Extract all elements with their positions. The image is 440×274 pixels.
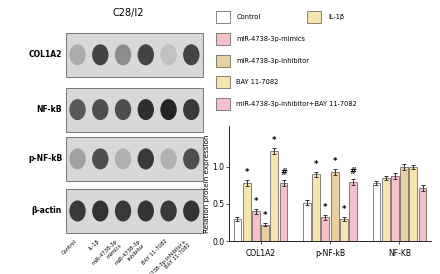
Text: miR-4738-3p-inhibitor: miR-4738-3p-inhibitor xyxy=(236,58,309,64)
Text: miR-4738-3p-inhibitor+BAY 11-7082: miR-4738-3p-inhibitor+BAY 11-7082 xyxy=(236,101,357,107)
Bar xyxy=(216,76,230,88)
Bar xyxy=(66,189,203,233)
Text: Control: Control xyxy=(61,238,77,255)
Text: β-actin: β-actin xyxy=(32,207,62,215)
Ellipse shape xyxy=(138,149,154,169)
Bar xyxy=(303,202,311,241)
Ellipse shape xyxy=(92,44,109,65)
Text: *: * xyxy=(323,203,328,212)
Bar xyxy=(373,183,380,241)
Ellipse shape xyxy=(115,99,131,120)
Text: #: # xyxy=(280,168,287,177)
Bar xyxy=(216,33,230,45)
Text: miR-4738-3p-inhibitor+
BAY 11-7082: miR-4738-3p-inhibitor+ BAY 11-7082 xyxy=(139,238,191,274)
Text: miR-4738-3p
inhibitor: miR-4738-3p inhibitor xyxy=(114,238,146,270)
Ellipse shape xyxy=(160,201,177,221)
Text: IL-1β: IL-1β xyxy=(328,14,344,20)
Text: Control: Control xyxy=(236,14,260,20)
Text: *: * xyxy=(272,136,277,145)
Bar xyxy=(280,183,287,241)
Bar xyxy=(331,172,338,241)
Text: NF-kB: NF-kB xyxy=(37,105,62,114)
Bar xyxy=(216,11,230,23)
Ellipse shape xyxy=(183,44,199,65)
Text: #: # xyxy=(349,167,356,176)
Bar xyxy=(418,188,426,241)
Text: C28/I2: C28/I2 xyxy=(113,8,144,18)
Text: *: * xyxy=(314,160,319,169)
Ellipse shape xyxy=(138,44,154,65)
Ellipse shape xyxy=(183,201,199,221)
Ellipse shape xyxy=(115,149,131,169)
Bar xyxy=(382,178,389,241)
Ellipse shape xyxy=(92,99,109,120)
Bar xyxy=(261,225,269,241)
Text: *: * xyxy=(253,197,258,206)
Ellipse shape xyxy=(70,99,86,120)
Text: BAY 11-7082: BAY 11-7082 xyxy=(141,238,169,266)
Ellipse shape xyxy=(70,149,86,169)
Ellipse shape xyxy=(115,44,131,65)
Ellipse shape xyxy=(138,99,154,120)
Text: COL1A2: COL1A2 xyxy=(29,50,62,59)
Bar xyxy=(66,88,203,132)
Bar xyxy=(307,11,321,23)
Bar xyxy=(400,167,408,241)
Text: *: * xyxy=(332,157,337,166)
Ellipse shape xyxy=(160,99,177,120)
Bar xyxy=(391,176,399,241)
Bar xyxy=(312,174,320,241)
Text: *: * xyxy=(263,211,268,220)
Text: miR-4738-3p-mimics: miR-4738-3p-mimics xyxy=(236,36,305,42)
Ellipse shape xyxy=(183,99,199,120)
Ellipse shape xyxy=(70,44,86,65)
Bar xyxy=(66,137,203,181)
Text: p-NF-kB: p-NF-kB xyxy=(28,155,62,163)
Text: miR-4738-3p
mimics: miR-4738-3p mimics xyxy=(92,238,123,270)
Bar xyxy=(349,182,357,241)
Ellipse shape xyxy=(183,149,199,169)
Bar xyxy=(340,219,348,241)
Bar xyxy=(234,219,242,241)
Y-axis label: Relation protein expression: Relation protein expression xyxy=(204,134,210,233)
Ellipse shape xyxy=(115,201,131,221)
Ellipse shape xyxy=(160,44,177,65)
Text: BAY 11-7082: BAY 11-7082 xyxy=(236,79,279,85)
Text: *: * xyxy=(341,205,346,214)
Ellipse shape xyxy=(70,201,86,221)
Ellipse shape xyxy=(92,201,109,221)
Bar xyxy=(66,33,203,77)
Text: IL-1β: IL-1β xyxy=(88,238,100,251)
Text: *: * xyxy=(245,168,249,177)
Bar xyxy=(252,212,260,241)
Ellipse shape xyxy=(92,149,109,169)
Ellipse shape xyxy=(160,149,177,169)
Bar xyxy=(216,55,230,67)
Bar xyxy=(322,217,329,241)
Bar xyxy=(243,183,251,241)
Bar xyxy=(409,167,417,241)
Bar xyxy=(271,150,278,241)
Ellipse shape xyxy=(138,201,154,221)
Bar xyxy=(216,98,230,110)
